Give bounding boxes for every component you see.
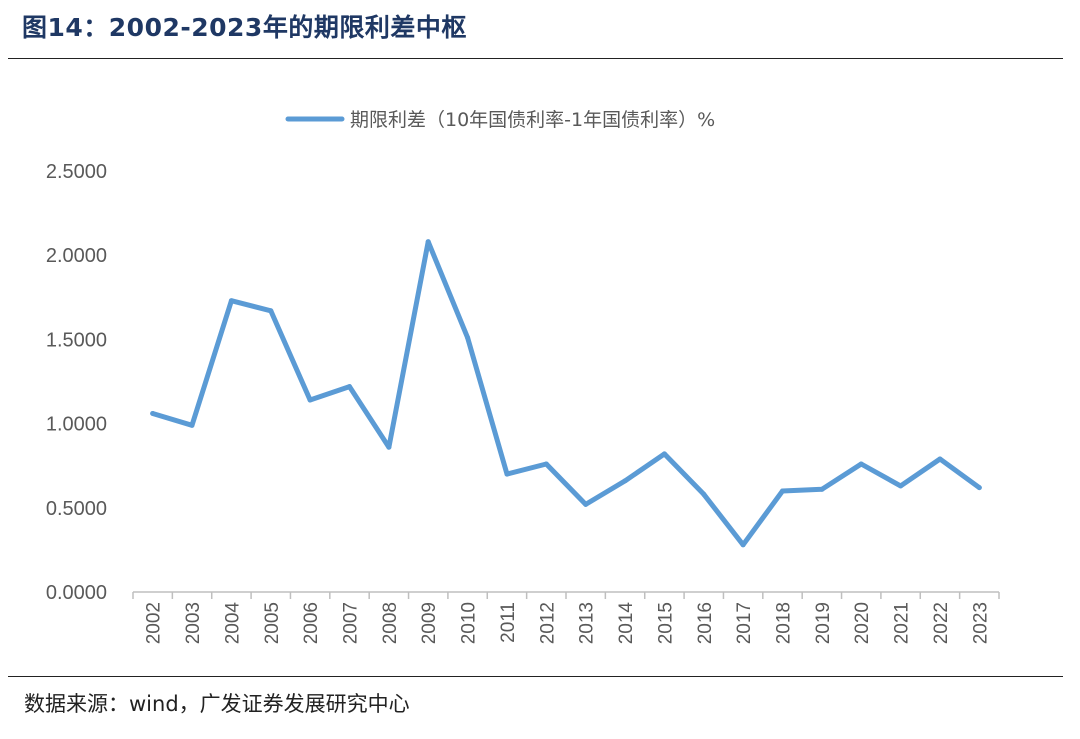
data-point <box>386 444 392 450</box>
data-point <box>976 485 982 491</box>
x-tick-label: 2023 <box>970 602 991 644</box>
x-tick-label: 2002 <box>144 602 165 644</box>
data-point <box>228 298 234 304</box>
legend-label: 期限利差（10年国债利率-1年国债利率）% <box>350 109 715 131</box>
x-tick-label: 2017 <box>734 602 755 644</box>
data-point <box>780 488 785 494</box>
x-tick-label: 2009 <box>419 602 440 644</box>
figure-title: 图14：2002-2023年的期限利差中枢 <box>22 13 467 42</box>
data-point <box>583 501 589 507</box>
x-tick-label: 2006 <box>301 602 322 644</box>
data-point <box>425 239 431 245</box>
x-tick-label: 2014 <box>616 602 637 645</box>
bottom-rule <box>8 676 1063 677</box>
x-tick-label: 2013 <box>577 602 598 644</box>
y-tick-label: 2.0000 <box>46 245 107 267</box>
data-point <box>347 384 352 390</box>
data-point <box>307 397 313 403</box>
data-point <box>622 478 628 484</box>
data-point <box>504 471 510 477</box>
y-tick-label: 0.5000 <box>46 498 107 520</box>
data-point <box>150 411 156 416</box>
data-point <box>858 461 864 467</box>
x-axis-ticks: 2002 2003 2004 2005 2006 2007 2008 2009 2010 2011… <box>132 592 1000 645</box>
x-tick-label: 2011 <box>498 602 519 643</box>
data-point <box>661 451 667 457</box>
data-point <box>465 335 471 341</box>
y-axis-ticks: 0.0000 0.5000 1.0000 1.5000 2.0000 2.5000 <box>46 161 107 604</box>
y-tick-label: 2.5000 <box>46 161 107 183</box>
data-point <box>543 461 549 467</box>
top-rule <box>8 58 1063 59</box>
data-point <box>701 491 707 497</box>
x-tick-label: 2010 <box>459 602 480 644</box>
x-tick-label: 2003 <box>183 602 204 644</box>
x-tick-label: 2005 <box>262 602 283 644</box>
data-point <box>937 456 943 462</box>
y-tick-label: 1.0000 <box>46 414 107 436</box>
x-tick-label: 2016 <box>695 602 716 644</box>
x-tick-label: 2012 <box>537 602 558 644</box>
data-point <box>268 308 274 314</box>
x-tick-label: 2007 <box>341 602 362 644</box>
data-point <box>819 486 825 492</box>
source-note: 数据来源：wind，广发证券发展研究中心 <box>24 692 410 716</box>
y-tick-label: 1.5000 <box>46 329 107 351</box>
legend: 期限利差（10年国债利率-1年国债利率）% <box>285 109 715 131</box>
y-tick-label: 0.0000 <box>46 582 107 604</box>
x-tick-label: 2019 <box>813 602 834 644</box>
x-tick-label: 2021 <box>892 602 913 644</box>
x-tick-label: 2022 <box>931 602 952 644</box>
x-tick-label: 2015 <box>655 602 676 644</box>
series-group <box>150 239 982 548</box>
x-tick-label: 2008 <box>380 602 401 644</box>
x-tick-label: 2004 <box>222 602 243 645</box>
data-point <box>740 542 746 548</box>
x-tick-label: 2018 <box>774 602 795 644</box>
data-point <box>898 483 904 489</box>
series-line-0 <box>150 239 982 548</box>
x-tick-label: 2020 <box>852 602 873 644</box>
data-point <box>189 422 195 428</box>
